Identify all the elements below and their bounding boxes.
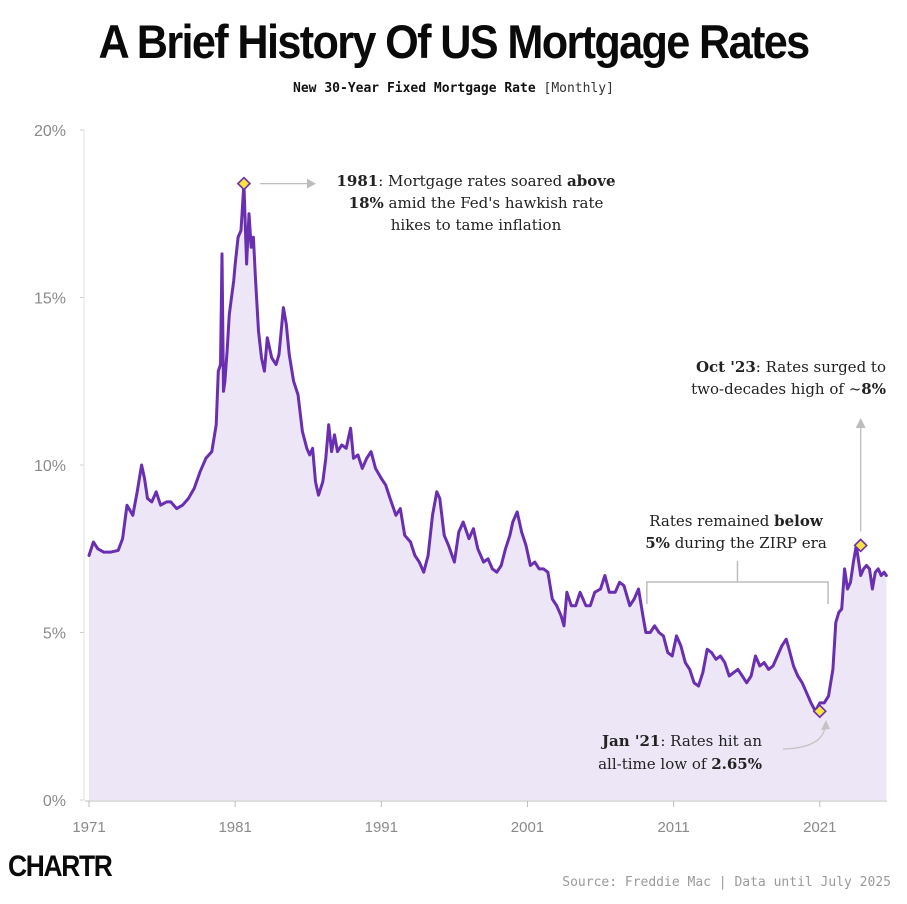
annotation-line: hikes to tame inflation xyxy=(391,216,562,234)
annotation-emphasis: 18% xyxy=(349,194,384,212)
annotation-line: 5% during the ZIRP era xyxy=(645,534,827,552)
low-marker xyxy=(812,704,827,719)
y-axis: 0% 5% 10% 15% 20% xyxy=(34,123,85,810)
subtitle-frequency: [Monthly] xyxy=(543,81,614,96)
chartr-logo: CHARTR xyxy=(8,850,113,883)
annotation-emphasis: below xyxy=(774,512,824,530)
x-tick-label: 1991 xyxy=(365,819,398,836)
annotation-emphasis: 1981 xyxy=(336,172,378,190)
annotation-emphasis: 5% xyxy=(645,534,670,552)
annotation-text: : Mortgage rates soared xyxy=(378,172,567,190)
zirp-bracket xyxy=(646,561,829,604)
y-tick-label: 10% xyxy=(34,458,66,475)
peak-arrowhead xyxy=(306,178,316,189)
annotation-text: all-time low of xyxy=(598,755,711,773)
x-axis: 1971 1981 1991 2001 2011 2021 xyxy=(72,801,836,836)
chart-subtitle: New 30-Year Fixed Mortgage Rate [Monthly… xyxy=(0,81,907,96)
annotation-emphasis: above xyxy=(567,172,615,190)
annotation-line: Oct '23: Rates surged to xyxy=(696,358,886,376)
annotation-text: : Rates surged to xyxy=(756,358,886,376)
y-tick-label: 20% xyxy=(34,123,66,140)
high-marker xyxy=(853,538,868,553)
annotation-text: : Rates hit an xyxy=(660,732,762,750)
x-tick-label: 1971 xyxy=(72,819,105,836)
annotation-text: Rates remained xyxy=(649,512,774,530)
peak-marker xyxy=(236,176,252,191)
x-tick-label: 2021 xyxy=(803,819,836,836)
annotation-text: hikes to tame inflation xyxy=(391,216,562,234)
annotation-emphasis: 8% xyxy=(861,380,886,398)
annotation-line: Rates remained below xyxy=(649,512,824,530)
annotation-text: two-decades high of ~ xyxy=(691,380,861,398)
source-note: Source: Freddie Mac | Data until July 20… xyxy=(562,875,891,890)
annotation-emphasis: Oct '23 xyxy=(696,358,756,376)
y-tick-label: 5% xyxy=(43,626,66,643)
low-arrowhead xyxy=(821,720,830,730)
chart-title: A Brief History Of US Mortgage Rates xyxy=(98,15,810,68)
annotation-line: 18% amid the Fed's hawkish rate xyxy=(349,194,604,212)
y-tick-label: 15% xyxy=(34,291,66,308)
subtitle-label: New 30-Year Fixed Mortgage Rate xyxy=(293,81,536,96)
annotation-line: 1981: Mortgage rates soared above xyxy=(336,172,615,190)
rate-line xyxy=(87,182,888,713)
x-tick-label: 2001 xyxy=(511,819,544,836)
annotation-emphasis: 2.65% xyxy=(711,755,762,773)
annotation-line: all-time low of 2.65% xyxy=(598,755,762,773)
annotation-text: during the ZIRP era xyxy=(670,534,827,552)
x-tick-label: 1981 xyxy=(218,819,251,836)
annotation-line: Jan '21: Rates hit an xyxy=(600,732,762,750)
x-tick-label: 2011 xyxy=(657,819,689,836)
low-arrow xyxy=(782,726,826,750)
annotation-line: two-decades high of ~8% xyxy=(691,380,886,398)
annotation-emphasis: Jan '21 xyxy=(600,732,660,750)
annotation-text: amid the Fed's hawkish rate xyxy=(384,194,604,212)
rate-area-fill xyxy=(89,183,887,801)
high-arrowhead xyxy=(855,418,866,428)
annotations: 1981: Mortgage rates soared above 18% ami… xyxy=(236,172,886,773)
y-tick-label: 0% xyxy=(43,793,66,810)
